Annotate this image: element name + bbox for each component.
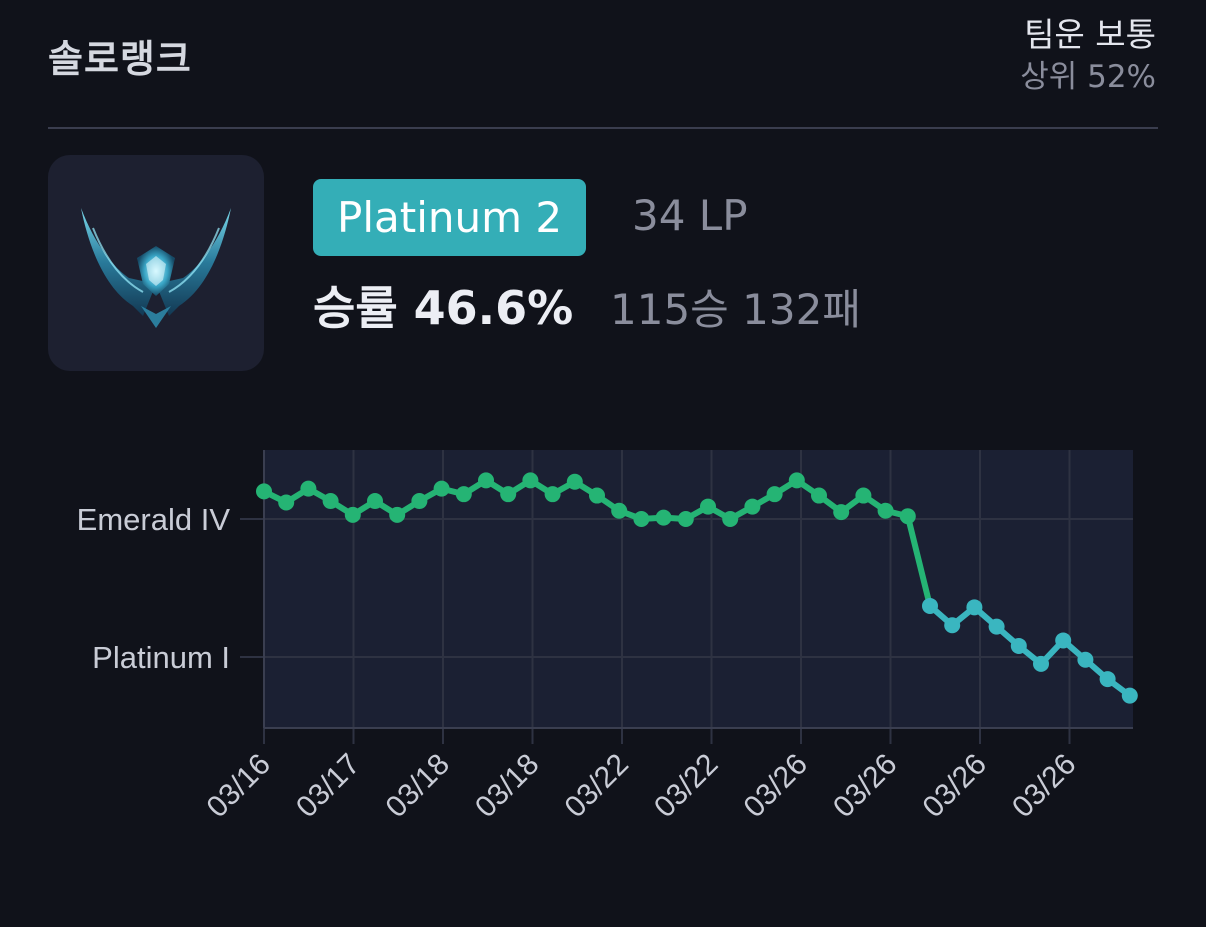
emerald-data-point (744, 498, 761, 515)
emerald-data-point (522, 472, 539, 489)
platinum-data-point (944, 617, 961, 634)
emerald-data-point (455, 486, 472, 503)
emerald-data-point (544, 486, 561, 503)
queue-title: 솔로랭크 (48, 37, 192, 81)
emerald-data-point (722, 511, 739, 527)
emerald-data-point (256, 483, 272, 500)
emerald-data-point (877, 502, 894, 519)
win-rate: 승률 46.6% (313, 281, 574, 335)
platinum-data-point (1010, 637, 1027, 654)
emerald-data-point (389, 506, 406, 523)
emerald-data-point (655, 509, 672, 526)
x-tick-label: 03/22 (559, 748, 635, 824)
emerald-line-segment (904, 513, 933, 609)
emerald-data-point (899, 508, 916, 525)
emerald-data-point (300, 480, 317, 497)
plot-area (264, 450, 1133, 728)
x-tick-label: 03/18 (380, 748, 456, 824)
emerald-data-point (677, 511, 694, 527)
x-tick-label: 03/26 (1006, 748, 1082, 824)
platinum-data-point (1099, 671, 1116, 688)
emerald-data-point (566, 473, 583, 490)
x-tick-label: 03/26 (827, 748, 903, 824)
x-tick-label: 03/17 (290, 748, 366, 824)
platinum-data-point (1121, 687, 1138, 704)
tier-badge: Platinum 2 (313, 179, 587, 256)
x-tick-label: 03/18 (469, 748, 545, 824)
league-points: 34 LP (632, 191, 748, 240)
platinum-data-point (922, 597, 938, 614)
emerald-data-point (478, 472, 494, 489)
header-divider (48, 127, 1158, 129)
emerald-data-point (833, 504, 850, 521)
x-tick-label: 03/26 (738, 748, 814, 824)
platinum-data-point (1055, 632, 1072, 649)
emerald-data-point (611, 502, 628, 519)
team-luck-percentile: 상위 52% (1020, 59, 1156, 95)
platinum-data-point (966, 599, 983, 616)
emerald-data-point (766, 486, 783, 503)
team-luck-summary: 팀운 보통 상위 52% (1020, 14, 1156, 98)
emerald-data-point (589, 487, 605, 504)
x-tick-label: 03/22 (648, 748, 724, 824)
platinum-emblem-icon (81, 208, 231, 328)
rank-emblem-card (48, 155, 264, 371)
emerald-data-point (811, 487, 827, 504)
emerald-data-point (700, 498, 716, 515)
y-tick-label: Emerald IV (77, 502, 231, 537)
emerald-data-point (278, 494, 295, 511)
emerald-data-point (433, 480, 450, 497)
emerald-data-point (367, 493, 383, 510)
emerald-data-point (322, 493, 339, 510)
platinum-data-point (1033, 655, 1049, 672)
emerald-data-point (344, 506, 361, 523)
y-tick-label: Platinum I (92, 640, 230, 675)
emerald-data-point (633, 511, 650, 527)
x-tick-label: 03/16 (201, 748, 277, 824)
win-loss-record: 115승 132패 (610, 285, 861, 334)
platinum-data-point (1077, 651, 1094, 668)
team-luck-label: 팀운 보통 (1024, 15, 1156, 54)
x-tick-label: 03/26 (917, 748, 993, 824)
emerald-data-point (855, 487, 872, 504)
platinum-data-point (988, 618, 1005, 635)
emerald-data-point (411, 493, 428, 510)
emerald-data-point (500, 486, 517, 503)
emerald-data-point (788, 472, 805, 489)
